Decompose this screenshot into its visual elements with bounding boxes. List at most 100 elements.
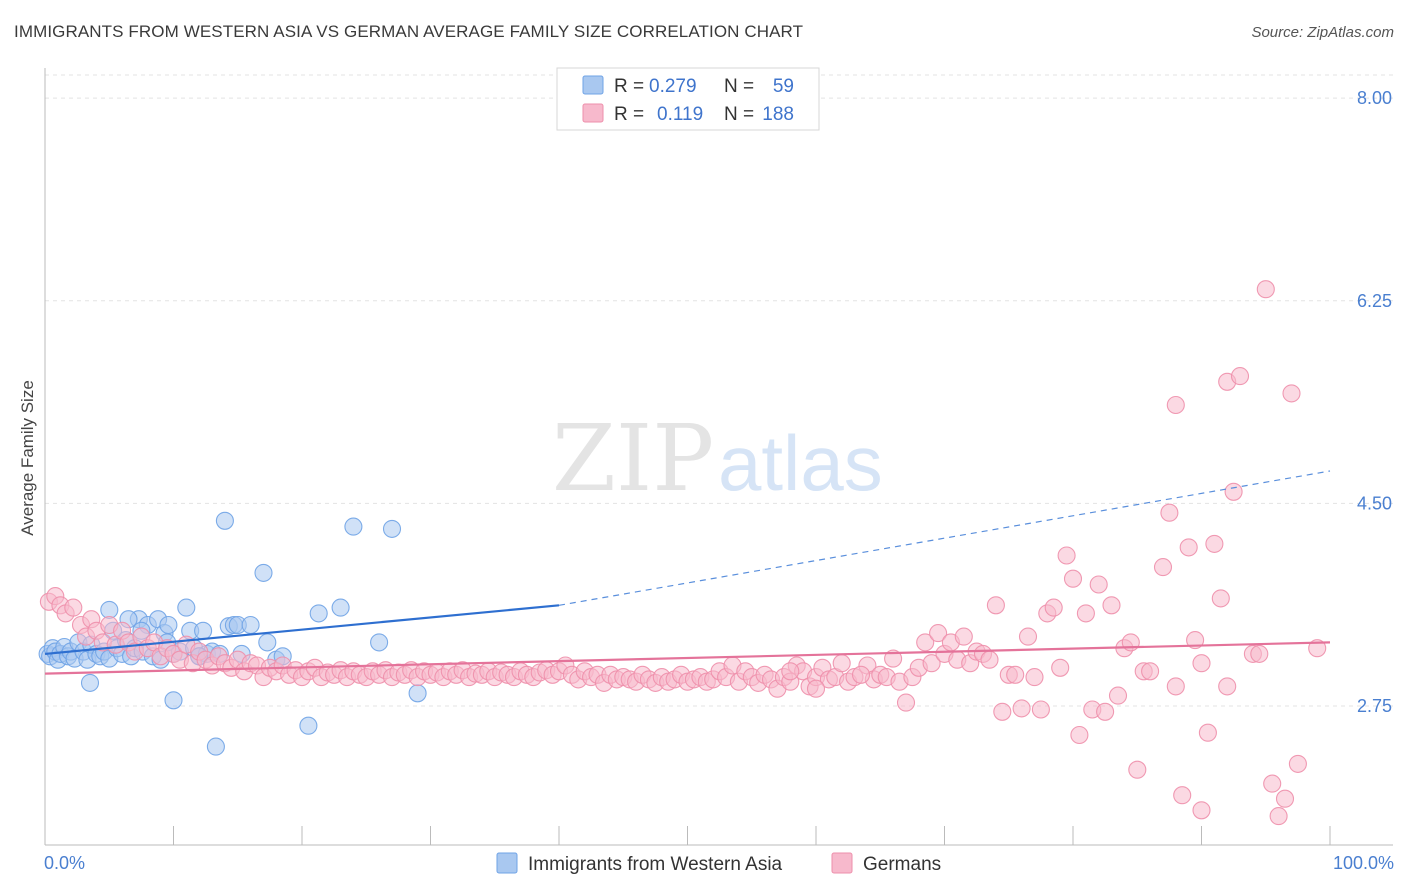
point-series1-157 (1051, 658, 1070, 677)
point-series1-146 (980, 650, 999, 669)
point-series1-154 (1031, 700, 1050, 719)
point-series1-147 (986, 596, 1005, 615)
legend-n-value-2: 188 (762, 104, 794, 125)
point-series1-169 (1128, 760, 1147, 779)
point-series1-158 (1057, 546, 1076, 565)
grid (45, 74, 1393, 707)
trend-line-western-asia (44, 604, 560, 656)
point-series1-172 (1153, 558, 1173, 577)
point-series1-148 (993, 702, 1012, 721)
point-series1-142 (954, 627, 973, 646)
data-points (38, 280, 1327, 826)
bottom-legend-swatch-germans (831, 852, 853, 874)
point-series1-151 (1012, 699, 1031, 718)
point-series1-138 (929, 624, 948, 643)
point-series1-190 (1282, 384, 1301, 403)
legend-swatch-germans (582, 103, 604, 123)
point-series1-178 (1192, 801, 1211, 820)
x-tick-label-0: 0.0% (44, 853, 85, 873)
point-series1-195 (1192, 654, 1211, 673)
bottom-legend: Immigrants from Western Asia Germans (496, 852, 941, 875)
point-series0-54 (309, 604, 328, 623)
point-series0-43 (215, 511, 234, 530)
point-series1-186 (1256, 280, 1275, 299)
x-tick-label-1: 100.0% (1333, 853, 1394, 873)
point-series1-156 (1044, 598, 1063, 617)
point-series1-152 (1018, 627, 1038, 646)
y-tick-label-0: 2.75 (1357, 696, 1392, 716)
point-series1-188 (1269, 807, 1288, 826)
point-series0-59 (408, 684, 427, 703)
point-series0-31 (159, 615, 178, 635)
point-series1-196 (1250, 644, 1269, 663)
y-tick-labels: 2.75 4.50 6.25 8.00 (1357, 88, 1392, 716)
point-series1-194 (1218, 677, 1237, 696)
legend-n-value-1: 59 (773, 76, 794, 97)
point-series1-192 (1308, 639, 1327, 658)
legend-n-label-1: N = (724, 76, 754, 97)
point-series1-180 (1205, 534, 1224, 553)
point-series1-183 (1224, 482, 1243, 501)
point-series1-4 (64, 598, 83, 617)
point-series0-57 (370, 633, 389, 652)
point-series1-176 (1179, 538, 1198, 557)
trend-line-western-asia-extended (558, 470, 1331, 606)
point-series1-191 (1288, 754, 1307, 773)
point-series0-34 (177, 598, 196, 617)
point-series1-179 (1198, 723, 1217, 742)
y-tick-label-2: 6.25 (1357, 291, 1392, 311)
point-series1-136 (916, 633, 935, 652)
point-series0-50 (258, 633, 277, 652)
point-series1-199 (851, 665, 871, 684)
point-series0-56 (344, 517, 363, 536)
point-series1-174 (1166, 677, 1185, 696)
chart-title: IMMIGRANTS FROM WESTERN ASIA VS GERMAN A… (14, 22, 804, 41)
watermark-atlas: atlas (718, 419, 883, 507)
point-series1-161 (1076, 604, 1095, 623)
legend-swatch-western-asia (582, 75, 604, 95)
point-series1-171 (1141, 662, 1160, 681)
point-series1-137 (922, 654, 941, 673)
point-series1-193 (1166, 395, 1185, 415)
legend-r-label-1: R = (614, 76, 644, 97)
point-series1-160 (1070, 725, 1089, 745)
point-series1-164 (1096, 702, 1115, 721)
trend-lines (44, 470, 1331, 675)
axes (44, 68, 1393, 846)
y-axis-label: Average Family Size (18, 380, 37, 536)
point-series1-173 (1160, 503, 1179, 522)
point-series1-153 (1025, 668, 1044, 687)
legend-n-label-2: N = (724, 104, 754, 125)
legend-r-value-1: 0.279 (649, 76, 697, 97)
point-series0-61 (164, 691, 183, 710)
point-series0-49 (254, 563, 273, 582)
y-tick-label-1: 4.50 (1357, 493, 1392, 513)
y-tick-label-3: 8.00 (1357, 88, 1392, 108)
chart-source: Source: ZipAtlas.com (1251, 24, 1394, 41)
point-series1-187 (1263, 774, 1282, 793)
trend-line-germans (44, 641, 1331, 675)
bottom-legend-label-germans: Germans (863, 854, 941, 875)
legend-r-value-2: 0.119 (657, 104, 703, 125)
point-series1-165 (1102, 596, 1121, 615)
point-series0-58 (382, 519, 402, 538)
x-tick-labels: 0.0% 100.0% (44, 853, 1394, 873)
bottom-legend-swatch-western-asia (496, 852, 518, 874)
point-series1-159 (1063, 569, 1083, 588)
point-series1-198 (781, 662, 800, 681)
point-series1-189 (1275, 789, 1295, 808)
point-series1-124 (832, 654, 851, 673)
point-series1-184 (1230, 367, 1250, 386)
point-series0-48 (241, 615, 260, 635)
point-series0-62 (100, 600, 119, 619)
point-series1-150 (1006, 665, 1025, 684)
point-series1-163 (1089, 575, 1108, 594)
point-series0-60 (80, 673, 100, 692)
point-series1-175 (1173, 786, 1192, 805)
point-series1-181 (1211, 589, 1230, 608)
point-series1-197 (806, 679, 826, 698)
legend-r-label-2: R = (614, 104, 644, 125)
point-series0-55 (331, 598, 350, 617)
point-series1-131 (884, 649, 903, 668)
